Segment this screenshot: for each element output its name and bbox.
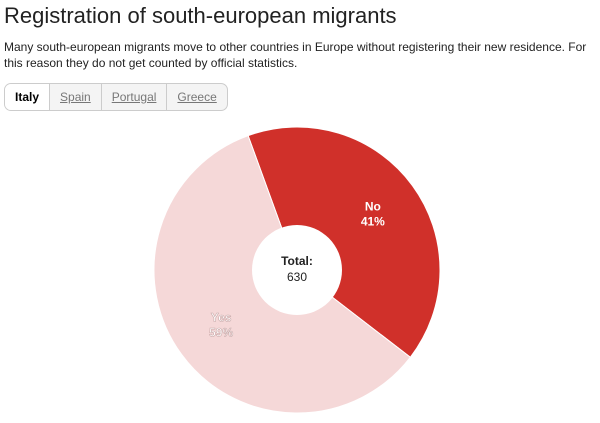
center-label: Total:: [281, 254, 313, 268]
center-total: 630: [287, 270, 307, 284]
chart-subtitle: Many south-european migrants move to oth…: [4, 40, 587, 70]
tab[interactable]: Greece: [166, 84, 226, 110]
pie-slice: [247, 126, 441, 358]
tab[interactable]: Portugal: [100, 84, 167, 110]
slice-label: No: [365, 200, 381, 214]
tab-bar: Italy Spain Portugal Greece: [4, 83, 228, 111]
slice-value-label: 59%: [209, 326, 233, 340]
tab[interactable]: Italy: [5, 84, 50, 110]
slice-label: Yes: [211, 311, 232, 325]
chart-title: Registration of south-european migrants: [4, 3, 397, 28]
donut-hole: [252, 225, 342, 315]
slice-value-label: 41%: [361, 215, 385, 229]
tab[interactable]: Spain: [49, 84, 101, 110]
